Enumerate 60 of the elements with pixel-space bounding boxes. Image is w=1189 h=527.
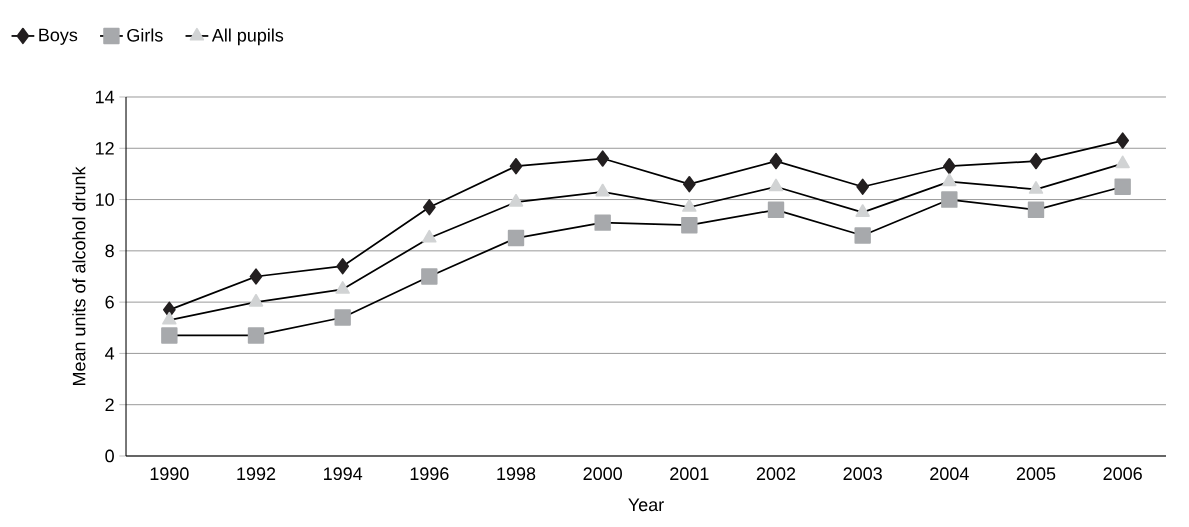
point	[594, 214, 611, 231]
point	[1028, 181, 1044, 194]
y-tick-label: 0	[105, 449, 114, 463]
point	[856, 178, 870, 195]
x-tick-label: 1994	[324, 467, 363, 481]
point	[336, 258, 350, 275]
point	[941, 191, 958, 208]
x-tick-label: 1998	[497, 467, 536, 481]
point	[1114, 178, 1131, 195]
point	[682, 175, 696, 193]
y-tick-label: 6	[105, 295, 114, 309]
point	[248, 293, 264, 307]
legend-label: All pupils	[211, 28, 284, 46]
legend-label: Boys	[39, 28, 78, 45]
point	[161, 327, 178, 344]
point	[1027, 201, 1045, 219]
point	[596, 150, 610, 167]
x-tick-label: 2004	[930, 467, 969, 481]
point	[508, 193, 524, 207]
point	[1029, 152, 1043, 170]
point	[681, 217, 698, 234]
y-axis-title: Mean units of alcohol drunk	[72, 166, 86, 386]
y-tick-label: 14	[95, 90, 115, 104]
point	[855, 204, 870, 217]
point	[422, 229, 437, 243]
x-tick-label: 2005	[1016, 467, 1056, 481]
x-tick-label: 1990	[150, 467, 189, 481]
y-tick-label: 12	[95, 141, 114, 155]
x-tick-label: 2002	[756, 467, 796, 481]
point	[1115, 155, 1130, 169]
point	[682, 199, 697, 212]
point	[335, 281, 350, 294]
x-tick-label: 2000	[583, 467, 622, 481]
point	[942, 173, 957, 187]
x-tick-label: 2003	[843, 467, 882, 481]
point	[942, 158, 956, 175]
point	[509, 158, 523, 175]
point	[767, 201, 785, 219]
x-tick-label: 2001	[670, 467, 709, 481]
x-tick-label: 2006	[1103, 467, 1142, 481]
point	[1116, 132, 1130, 149]
x-axis-title: Year	[628, 498, 664, 512]
y-tick-label: 10	[95, 193, 114, 206]
y-tick-label: 8	[105, 244, 114, 258]
point	[769, 152, 783, 170]
y-tick-label: 4	[105, 347, 115, 360]
point	[768, 178, 784, 192]
point	[422, 199, 436, 216]
point	[334, 309, 351, 326]
x-tick-label: 1996	[410, 467, 449, 481]
point	[162, 311, 177, 325]
point	[421, 268, 438, 285]
y-tick-label: 2	[105, 398, 114, 411]
point	[247, 327, 265, 344]
point	[249, 268, 263, 285]
x-tick-label: 1992	[237, 467, 276, 481]
legend-label: Girls	[127, 28, 163, 42]
point	[595, 183, 610, 197]
point	[854, 227, 871, 244]
point	[507, 229, 525, 247]
